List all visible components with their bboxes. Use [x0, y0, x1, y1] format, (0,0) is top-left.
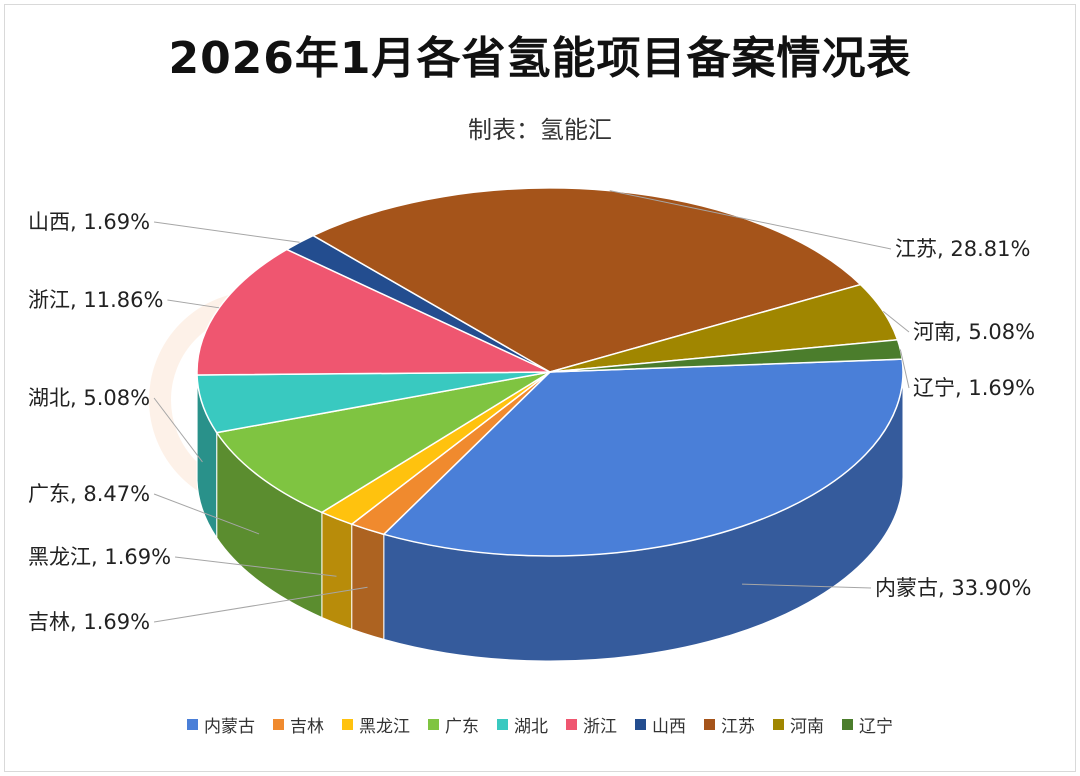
data-label-3: 黑龙江, 1.69%: [28, 545, 171, 569]
legend-label: 河南: [790, 717, 824, 737]
legend-label: 广东: [445, 717, 479, 737]
chart-subtitle: 制表：氢能汇: [468, 116, 612, 144]
legend-item-7: 山西: [635, 712, 686, 737]
legend-label: 内蒙古: [204, 717, 255, 737]
data-label-8: 江苏, 28.81%: [895, 237, 1030, 261]
data-label-4: 广东, 8.47%: [28, 482, 150, 506]
legend-item-9: 河南: [773, 712, 824, 737]
legend-label: 吉林: [290, 717, 324, 737]
leader-line-10: [899, 349, 910, 389]
slice-6-浙江: [196, 248, 551, 376]
leader-line-6: [167, 299, 220, 309]
leader-line-1: [742, 583, 872, 589]
legend-item-8: 江苏: [704, 712, 755, 737]
legend-label: 辽宁: [859, 717, 893, 737]
legend-item-2: 吉林: [273, 712, 324, 737]
chart-title: 2026年1月各省氢能项目备案情况表: [168, 33, 912, 84]
legend-item-4: 广东: [428, 712, 479, 737]
leader-line-2: [153, 586, 368, 623]
slice-8-江苏: [311, 187, 863, 373]
legend-label: 江苏: [721, 717, 755, 737]
legend-swatch: [342, 719, 353, 730]
legend-item-5: 湖北: [497, 712, 548, 737]
legend-item-3: 黑龙江: [342, 712, 410, 737]
legend-swatch: [497, 719, 508, 730]
legend-item-1: 内蒙古: [187, 712, 255, 737]
legend-swatch: [842, 719, 853, 730]
legend-item-6: 浙江: [566, 712, 617, 737]
data-label-10: 辽宁, 1.69%: [913, 376, 1035, 400]
data-label-9: 河南, 5.08%: [913, 320, 1035, 344]
legend-swatch: [704, 719, 715, 730]
legend-label: 黑龙江: [359, 717, 410, 737]
slice-3-side: [321, 511, 353, 630]
legend-label: 湖北: [514, 717, 548, 737]
legend-swatch: [187, 719, 198, 730]
leader-lines: [153, 190, 910, 623]
pie-top: [196, 187, 904, 557]
legend-swatch: [566, 719, 577, 730]
slice-2-side: [351, 523, 385, 640]
leader-line-8: [609, 190, 892, 250]
data-label-7: 山西, 1.69%: [28, 210, 150, 234]
leader-line-9: [882, 310, 910, 333]
slice-4-广东: [215, 371, 551, 514]
legend-swatch: [635, 719, 646, 730]
leader-line-5: [153, 397, 203, 463]
data-label-1: 内蒙古, 33.90%: [875, 576, 1031, 600]
legend-label: 浙江: [583, 717, 617, 737]
legend-label: 山西: [652, 717, 686, 737]
data-label-5: 湖北, 5.08%: [28, 386, 150, 410]
chart-legend: 内蒙古 吉林 黑龙江 广东 湖北 浙江 山西 江苏 河南 辽宁: [0, 712, 1080, 737]
legend-item-10: 辽宁: [842, 712, 893, 737]
legend-swatch: [428, 719, 439, 730]
slice-labels: 内蒙古, 33.90% 吉林, 1.69% 黑龙江, 1.69% 广东, 8.47% 湖…: [28, 210, 1035, 634]
data-label-2: 吉林, 1.69%: [28, 610, 150, 634]
leader-line-3: [175, 556, 337, 577]
leader-line-4: [153, 493, 260, 535]
data-label-6: 浙江, 11.86%: [28, 288, 163, 312]
leader-line-7: [153, 221, 300, 243]
legend-swatch: [773, 719, 784, 730]
legend-swatch: [273, 719, 284, 730]
